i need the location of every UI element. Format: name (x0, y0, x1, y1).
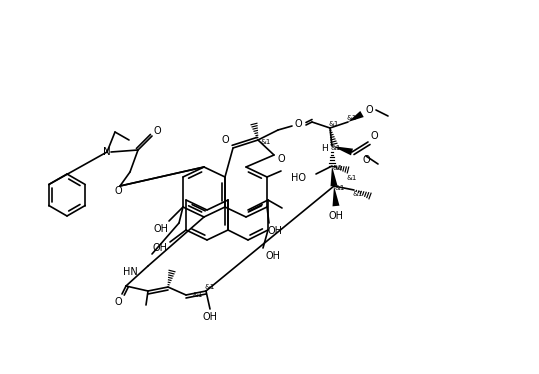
Text: &1: &1 (347, 175, 357, 181)
Text: O: O (370, 131, 378, 141)
Polygon shape (348, 111, 364, 122)
Text: &1: &1 (347, 115, 357, 121)
Text: OH: OH (267, 226, 282, 236)
Text: O: O (362, 155, 370, 165)
Text: N: N (103, 147, 111, 157)
Text: &1: &1 (353, 191, 363, 197)
Text: O: O (277, 154, 285, 164)
Text: OH: OH (266, 251, 280, 261)
Text: OH: OH (154, 224, 169, 234)
Text: &1: &1 (329, 121, 339, 127)
Text: O: O (114, 297, 122, 307)
Text: &1: &1 (193, 292, 203, 298)
Text: HO: HO (291, 173, 306, 183)
Polygon shape (332, 146, 353, 155)
Text: O: O (153, 126, 161, 136)
Text: &1: &1 (335, 185, 345, 191)
Text: O: O (365, 105, 373, 115)
Text: OH: OH (328, 211, 343, 221)
Text: &1: &1 (331, 145, 341, 151)
Text: O: O (221, 135, 229, 145)
Text: &1: &1 (333, 165, 343, 171)
Text: H: H (321, 144, 327, 153)
Text: HN: HN (123, 267, 138, 277)
Text: OH: OH (203, 312, 218, 322)
Text: &1: &1 (261, 139, 271, 145)
Text: &1: &1 (205, 284, 215, 290)
Text: O: O (114, 186, 122, 196)
Text: OH: OH (153, 243, 168, 253)
Polygon shape (333, 186, 340, 206)
Polygon shape (330, 166, 337, 186)
Text: O: O (294, 119, 302, 129)
